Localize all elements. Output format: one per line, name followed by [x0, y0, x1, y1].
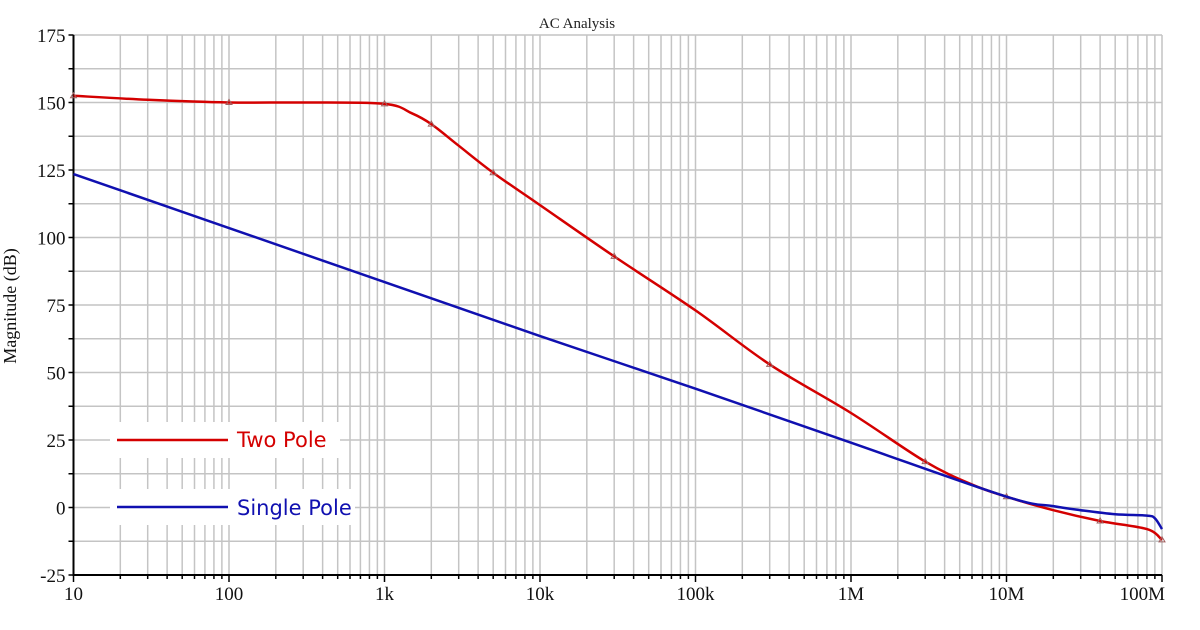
data-point-marker	[225, 98, 233, 105]
x-tick-labels: 10 100 1k 10k 100k 1M 10M 100M	[64, 584, 1165, 605]
data-point-marker	[1158, 535, 1166, 543]
x-tick-label: 100k	[677, 584, 716, 605]
data-point-marker	[921, 457, 930, 465]
y-tick-label: 100	[37, 229, 66, 250]
x-tick-label: 10k	[526, 584, 555, 605]
y-tick-label: 25	[47, 431, 66, 452]
x-tick-label: 10	[64, 584, 83, 605]
data-point-marker	[69, 91, 78, 99]
x-tick-label: 100	[215, 584, 244, 605]
y-tick-label: 125	[37, 161, 66, 182]
y-tick-label: 175	[37, 26, 66, 47]
y-axis-label: Magnitude (dB)	[0, 248, 21, 363]
y-tick-label: -25	[40, 566, 65, 587]
data-point-marker	[380, 99, 389, 107]
x-tick-label: 10M	[989, 584, 1025, 605]
chart-title: AC Analysis	[539, 16, 615, 32]
axes	[68, 34, 1163, 582]
grid	[73, 34, 1163, 576]
data-point-marker	[610, 252, 619, 259]
x-tick-label: 1k	[375, 584, 395, 605]
y-tick-label: 0	[56, 499, 66, 520]
y-tick-label: 75	[47, 296, 66, 317]
y-tick-label: 50	[47, 364, 66, 385]
legend: Two Pole Single Pole	[110, 422, 355, 525]
series-line-single-pole	[73, 172, 1164, 530]
series-lines	[69, 91, 1166, 543]
data-point-marker	[427, 120, 436, 127]
y-tick-labels: 175 150 125 100 75 50 25 0 -25	[37, 26, 66, 587]
y-tick-label: 150	[37, 94, 66, 115]
data-point-marker	[1096, 517, 1105, 524]
data-point-marker	[489, 168, 498, 176]
data-point-marker	[765, 360, 774, 367]
x-tick-label: 100M	[1120, 584, 1166, 605]
x-tick-label: 1M	[838, 584, 865, 605]
legend-label-single-pole: Single Pole	[237, 496, 352, 520]
legend-label-two-pole: Two Pole	[236, 428, 327, 452]
